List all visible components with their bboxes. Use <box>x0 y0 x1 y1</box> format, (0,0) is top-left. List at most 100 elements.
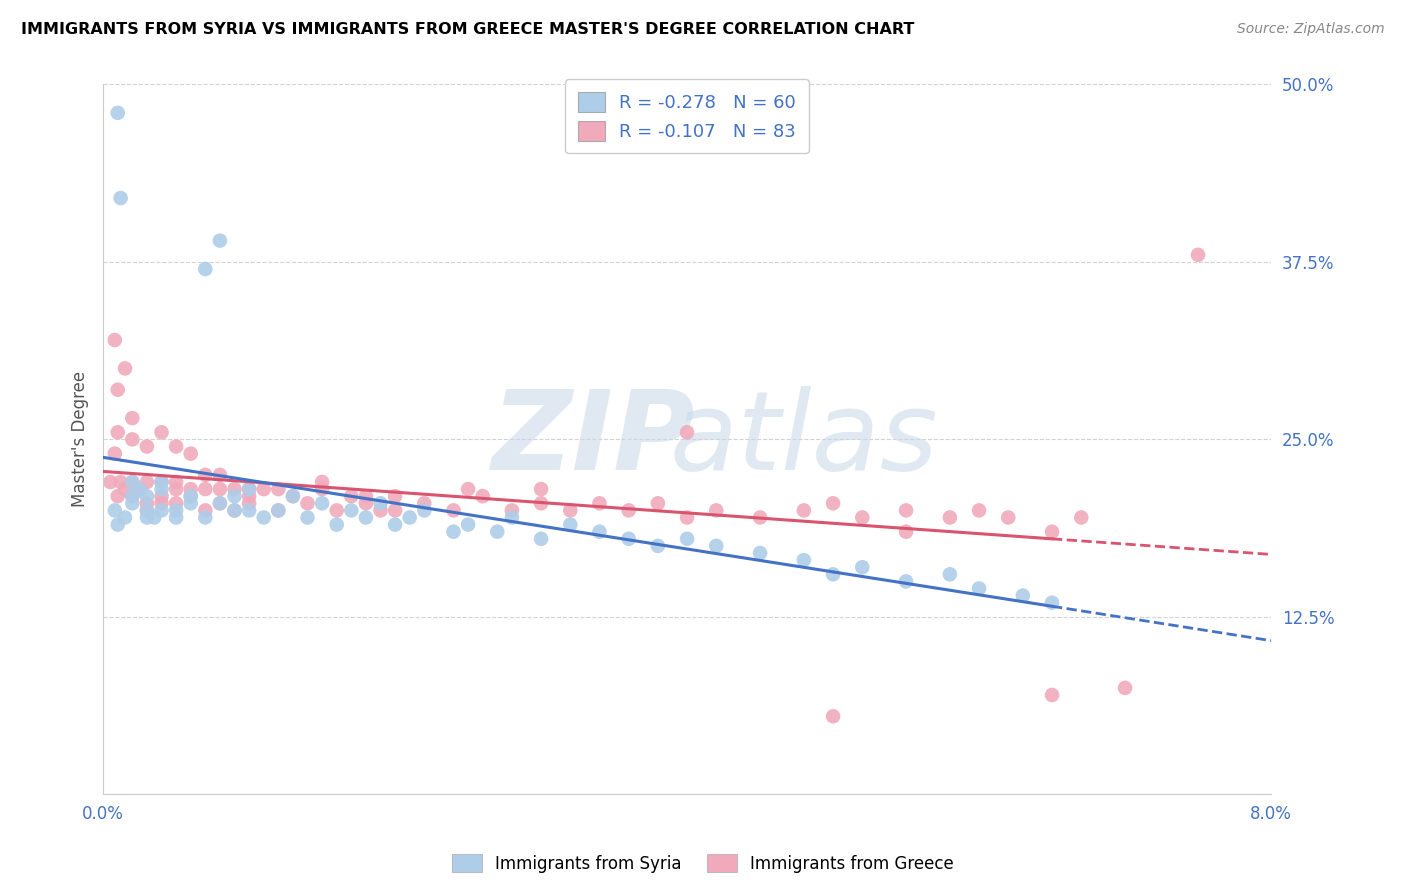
Point <box>749 546 772 560</box>
Point <box>1040 688 1063 702</box>
Point <box>150 482 173 496</box>
Point <box>325 517 347 532</box>
Point <box>110 475 132 489</box>
Point <box>165 496 187 510</box>
Point <box>180 489 202 503</box>
Point <box>443 503 465 517</box>
Point <box>384 517 406 532</box>
Point <box>704 503 727 517</box>
Point <box>1040 596 1063 610</box>
Point <box>486 524 509 539</box>
Point <box>281 489 304 503</box>
Point <box>967 582 990 596</box>
Point <box>135 503 157 517</box>
Point <box>180 489 202 503</box>
Point <box>894 503 917 517</box>
Point <box>457 482 479 496</box>
Point <box>121 433 143 447</box>
Point <box>165 510 187 524</box>
Point <box>238 496 260 510</box>
Point <box>121 489 143 503</box>
Point <box>104 447 127 461</box>
Point <box>793 553 815 567</box>
Point <box>647 496 669 510</box>
Point <box>150 475 173 489</box>
Point <box>676 510 699 524</box>
Point <box>100 475 122 489</box>
Point <box>588 524 610 539</box>
Point <box>143 510 166 524</box>
Point <box>311 496 333 510</box>
Point <box>165 440 187 454</box>
Point <box>894 524 917 539</box>
Point <box>354 489 377 503</box>
Point <box>110 191 132 205</box>
Point <box>384 503 406 517</box>
Point <box>121 411 143 425</box>
Point <box>267 482 290 496</box>
Point <box>501 510 523 524</box>
Point <box>617 532 640 546</box>
Point <box>150 503 173 517</box>
Text: Source: ZipAtlas.com: Source: ZipAtlas.com <box>1237 22 1385 37</box>
Point <box>107 425 129 440</box>
Point <box>114 510 136 524</box>
Point <box>443 524 465 539</box>
Point <box>128 482 150 496</box>
Point <box>224 503 246 517</box>
Text: IMMIGRANTS FROM SYRIA VS IMMIGRANTS FROM GREECE MASTER'S DEGREE CORRELATION CHAR: IMMIGRANTS FROM SYRIA VS IMMIGRANTS FROM… <box>21 22 914 37</box>
Point <box>560 517 582 532</box>
Point <box>107 105 129 120</box>
Point <box>150 489 173 503</box>
Point <box>208 482 231 496</box>
Point <box>114 361 136 376</box>
Point <box>530 532 553 546</box>
Point <box>194 467 217 482</box>
Point <box>150 425 173 440</box>
Point <box>1040 524 1063 539</box>
Point <box>471 489 494 503</box>
Point <box>238 482 260 496</box>
Point <box>253 482 276 496</box>
Legend: Immigrants from Syria, Immigrants from Greece: Immigrants from Syria, Immigrants from G… <box>446 847 960 880</box>
Point <box>939 510 962 524</box>
Point <box>967 503 990 517</box>
Point <box>135 440 157 454</box>
Point <box>224 482 246 496</box>
Point <box>208 234 231 248</box>
Point <box>354 496 377 510</box>
Point <box>104 333 127 347</box>
Point <box>997 510 1019 524</box>
Point <box>121 475 143 489</box>
Point <box>121 489 143 503</box>
Point <box>823 709 845 723</box>
Point <box>208 467 231 482</box>
Point <box>413 503 436 517</box>
Point <box>530 496 553 510</box>
Point <box>894 574 917 589</box>
Point <box>104 503 127 517</box>
Point <box>340 503 363 517</box>
Point <box>107 489 129 503</box>
Point <box>135 489 157 503</box>
Point <box>851 510 873 524</box>
Point <box>135 510 157 524</box>
Point <box>107 517 129 532</box>
Point <box>398 510 420 524</box>
Point <box>180 496 202 510</box>
Point <box>939 567 962 582</box>
Point <box>325 503 347 517</box>
Point <box>617 503 640 517</box>
Point <box>1070 510 1092 524</box>
Point <box>384 489 406 503</box>
Point <box>165 475 187 489</box>
Point <box>647 539 669 553</box>
Point <box>194 510 217 524</box>
Text: ZIP: ZIP <box>492 386 696 493</box>
Point <box>676 532 699 546</box>
Point <box>793 503 815 517</box>
Point <box>180 447 202 461</box>
Point <box>297 510 319 524</box>
Point <box>238 489 260 503</box>
Point <box>501 503 523 517</box>
